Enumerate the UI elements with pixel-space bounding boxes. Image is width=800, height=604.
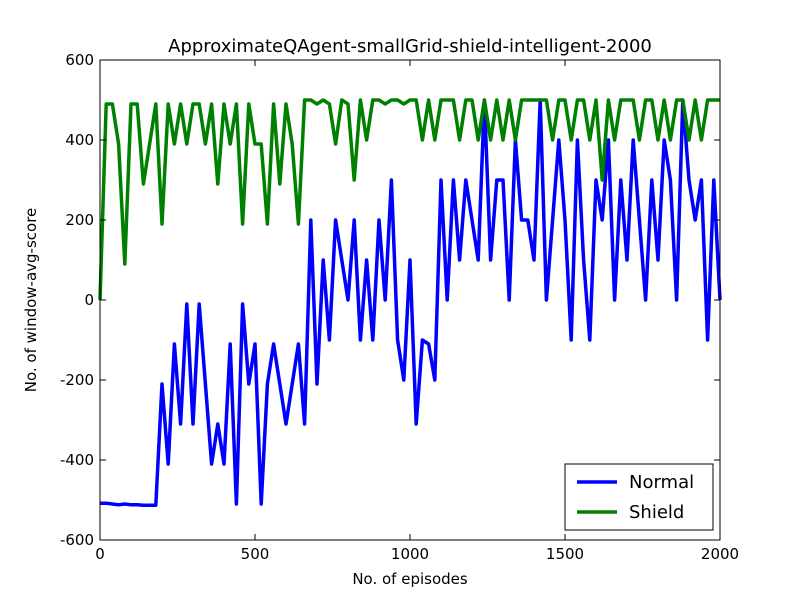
series-line: [98, 98, 720, 301]
y-tick-label: 400: [65, 131, 94, 149]
legend-label: Shield: [629, 502, 684, 523]
x-axis-label: No. of episodes: [352, 570, 468, 588]
y-axis-label: No. of window-avg-score: [22, 208, 40, 393]
y-tick-label: -400: [60, 451, 94, 469]
y-tick-label: -200: [60, 371, 94, 389]
x-tick-label: 1000: [391, 545, 429, 563]
x-tick-label: 500: [241, 545, 270, 563]
y-tick-label: 0: [84, 291, 94, 309]
series-line: [100, 98, 722, 507]
x-tick-label: 0: [95, 545, 105, 563]
chart-title: ApproximateQAgent-smallGrid-shield-intel…: [168, 36, 652, 57]
legend-label: Normal: [629, 472, 694, 493]
legend-box: [564, 463, 714, 531]
y-tick-label: 200: [65, 211, 94, 229]
y-tick-label: 600: [65, 51, 94, 69]
y-tick-label: -600: [60, 531, 94, 549]
x-tick-label: 1500: [546, 545, 584, 563]
x-tick-label: 2000: [701, 545, 739, 563]
